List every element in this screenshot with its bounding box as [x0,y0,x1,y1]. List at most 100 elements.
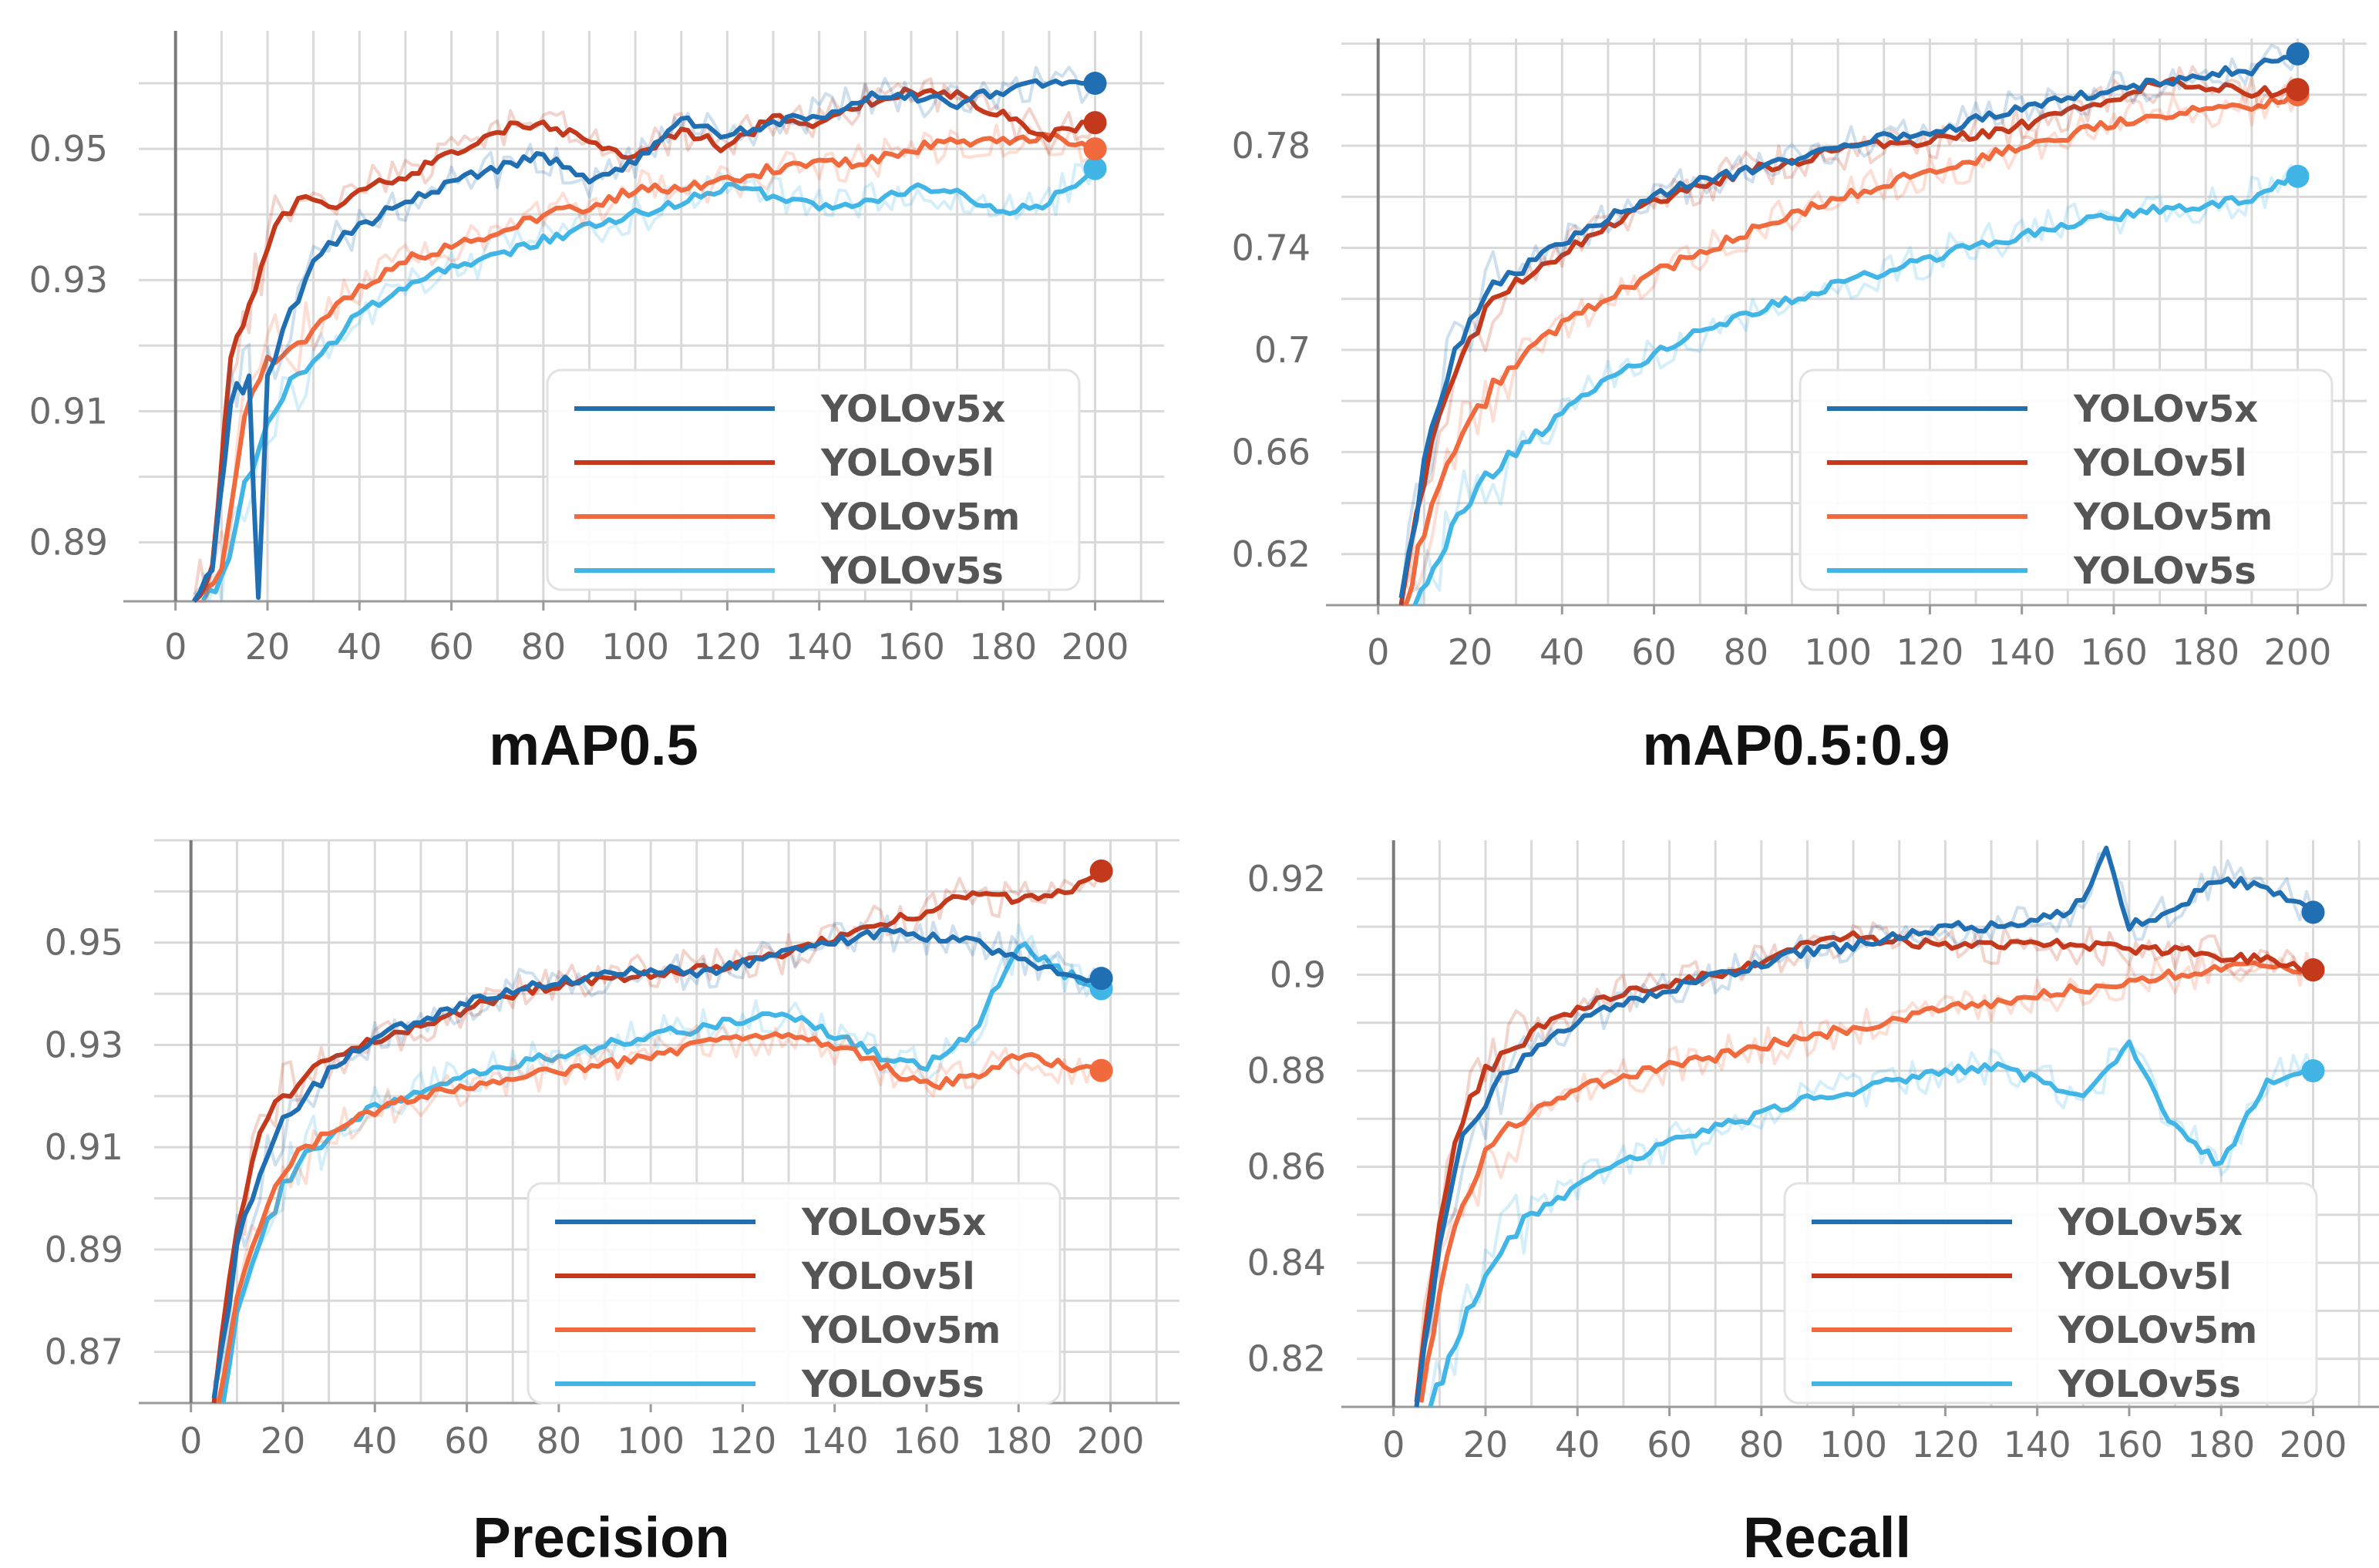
title-map05: mAP0.5 [489,713,698,777]
series-line-yolov5m [197,131,1096,598]
series-line-yolov5x [192,78,1095,603]
y-tick-label: 0.93 [29,259,108,301]
series-end-dot-yolov5m [1089,1058,1113,1082]
x-tick-label: 200 [1062,626,1129,668]
x-tick-label: 120 [709,1420,777,1462]
x-tick-label: 180 [2187,1424,2255,1465]
x-tick-label: 180 [969,626,1037,668]
x-tick-label: 20 [245,626,291,668]
x-tick-label: 160 [893,1420,961,1462]
x-tick-label: 20 [1448,631,1493,673]
x-tick-label: 180 [984,1420,1052,1462]
legend-box [1799,368,2334,591]
x-tick-label: 20 [261,1420,306,1462]
legend-label-yolov5s: YOLOv5s [2058,1363,2241,1406]
y-tick-label: 0.91 [45,1126,123,1168]
series-raw-yolov5s [221,923,1103,1398]
x-tick-label: 180 [2172,631,2239,673]
series-end-dot-yolov5x [2286,42,2310,66]
title-precision: Precision [473,1506,729,1568]
series-raw-yolov5s [1413,163,2300,607]
x-tick-label: 0 [1367,631,1389,673]
y-tick-label: 0.93 [45,1024,123,1065]
series-end-dot-yolov5l [2301,958,2325,982]
legend-label-yolov5s: YOLOv5s [820,550,1004,593]
x-tick-label: 200 [1077,1420,1145,1462]
legend-label-yolov5l: YOLOv5l [2058,1255,2232,1298]
panel-map05-09: 0 20 40 60 80 100 120 140 160 180 200 0.62 0.66 0.7 0.… [1232,39,2367,673]
y-tick-label: 0.91 [29,390,108,432]
y-tick-label: 0.82 [1247,1338,1326,1380]
legend: YOLOv5x YOLOv5l YOLOv5m YOLOv5s [527,1182,1062,1406]
series-end-dot-yolov5x [1089,967,1113,991]
x-tick-label: 20 [1463,1424,1509,1465]
series-end-dot-yolov5l [1089,859,1113,883]
x-tick-label: 80 [1739,1424,1785,1465]
x-tick-label: 100 [1819,1424,1887,1465]
series-line-yolov5m [216,1031,1102,1404]
series-end-dot-yolov5s [2301,1058,2325,1082]
y-tick-label: 0.62 [1232,533,1311,575]
series-raw-yolov5x [1415,851,2315,1408]
series-line-yolov5l [211,869,1103,1404]
x-tick-label: 140 [786,626,853,668]
y-tick-label: 0.87 [45,1331,123,1373]
series-end-dot-yolov5s [2286,164,2310,188]
y-tick-label: 0.74 [1232,227,1311,268]
x-tick-label: 40 [352,1420,398,1462]
series-line-yolov5m [1403,92,2298,606]
y-tick-label: 0.78 [1232,125,1311,167]
legend-label-yolov5l: YOLOv5l [820,442,994,485]
x-tick-label: 140 [2004,1424,2071,1465]
x-tick-label: 160 [877,626,945,668]
legend: YOLOv5x YOLOv5l YOLOv5m YOLOv5s [1783,1182,2318,1406]
legend-label-yolov5l: YOLOv5l [801,1255,975,1298]
legend-box [1783,1182,2318,1405]
series-line-yolov5x [1398,52,2300,599]
y-tick-label: 0.92 [1247,858,1326,900]
legend-box [527,1182,1062,1405]
x-tick-label: 160 [2080,631,2148,673]
legend-label-yolov5m: YOLOv5m [2073,496,2273,539]
y-tick-label: 0.89 [29,521,108,563]
legend: YOLOv5x YOLOv5l YOLOv5m YOLOv5s [1799,368,2334,593]
x-tick-label: 40 [1539,631,1585,673]
x-tick-label: 100 [601,626,669,668]
x-tick-label: 120 [694,626,762,668]
x-tick-label: 100 [1804,631,1872,673]
x-tick-label: 120 [1912,1424,1980,1465]
legend-label-yolov5s: YOLOv5s [801,1363,984,1406]
legend-label-yolov5m: YOLOv5m [801,1309,1001,1352]
legend-label-yolov5m: YOLOv5m [820,496,1020,539]
y-tick-label: 0.66 [1232,431,1311,473]
y-tick-label: 0.95 [45,922,123,964]
panel-map05: 0 20 40 60 80 100 120 140 160 180 200 0.89 0.91 0.93 0… [29,31,1164,668]
series-line-yolov5s [1428,1039,2314,1408]
x-tick-label: 40 [1555,1424,1600,1465]
series-end-dot-yolov5m [1083,137,1107,161]
x-tick-label: 200 [2264,631,2332,673]
panel-precision: 0 20 40 60 80 100 120 140 160 180 200 0.87 0.89 0.91 0… [45,839,1179,1462]
legend-label-yolov5x: YOLOv5x [801,1201,986,1244]
x-tick-label: 200 [2280,1424,2347,1465]
legend-box [546,368,1081,591]
series-end-dot-yolov5l [1083,111,1107,135]
y-tick-label: 0.95 [29,128,108,170]
y-tick-label: 0.86 [1247,1146,1326,1188]
x-tick-label: 60 [1631,631,1677,673]
y-tick-label: 0.7 [1254,329,1311,371]
x-tick-label: 0 [1382,1424,1405,1465]
legend-label-yolov5x: YOLOv5x [2058,1201,2243,1244]
series-line-yolov5s [200,167,1097,602]
series-raw-yolov5m [1420,951,2315,1380]
panel-recall: 0 20 40 60 80 100 120 140 160 180 200 0.82 0.84 0.86 0… [1247,840,2379,1465]
legend-label-yolov5l: YOLOv5l [2073,442,2247,485]
legend-label-yolov5x: YOLOv5x [820,388,1005,431]
x-tick-label: 140 [1988,631,2056,673]
legend: YOLOv5x YOLOv5l YOLOv5m YOLOv5s [546,368,1081,593]
y-tick-label: 0.88 [1247,1050,1326,1092]
series-line-yolov5x [211,927,1102,1399]
series-line-yolov5x [1414,846,2315,1408]
x-tick-label: 80 [537,1420,582,1462]
x-tick-label: 0 [180,1420,202,1462]
